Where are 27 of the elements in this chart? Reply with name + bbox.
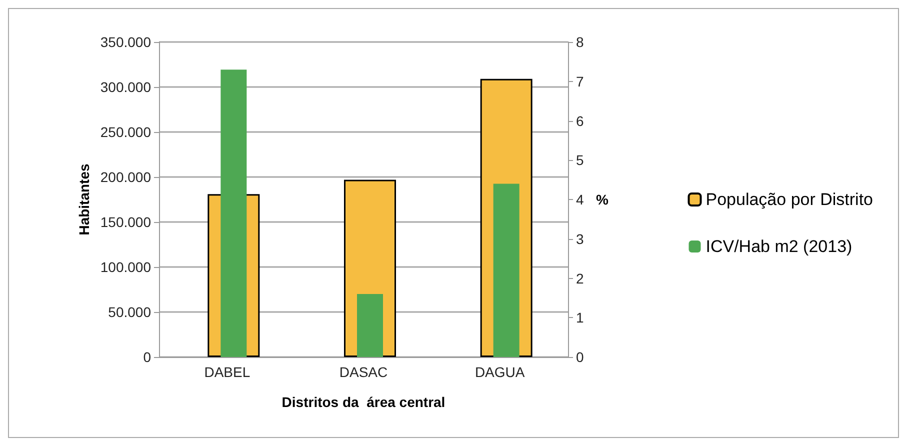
bar [357, 294, 383, 357]
y-tick-label: 350.000 [100, 34, 152, 50]
y-tick-label: 0 [143, 349, 152, 365]
y2-tick-label: 1 [576, 310, 584, 326]
x-tick-label: DABEL [204, 364, 250, 380]
y-tick-label: 150.000 [100, 214, 152, 230]
x-tick-label: DAGUA [474, 364, 526, 380]
x-axis-title: Distritos da área central [282, 394, 446, 410]
y2-tick-label: 2 [576, 270, 584, 286]
bar [493, 184, 520, 357]
y2-tick-label: 6 [576, 112, 584, 129]
y-tick-label: 300.000 [100, 79, 152, 95]
y-tick-label: 250.000 [100, 124, 152, 140]
legend-label: ICV/Hab m2 (2013) [706, 237, 852, 256]
y2-tick-label: 7 [576, 73, 584, 90]
y-tick-label: 50.000 [108, 304, 152, 320]
y-tick-label: 100.000 [100, 259, 152, 275]
x-tick-label: DASAC [339, 364, 388, 380]
y2-tick-label: 4 [576, 192, 584, 208]
legend-label: População por Distrito [706, 190, 874, 209]
y-axis-title: Habitantes [76, 164, 92, 236]
y-tick-label: 200.000 [100, 169, 152, 185]
y2-tick-label: 8 [576, 34, 584, 50]
y2-tick-label: 5 [576, 152, 584, 168]
y2-tick-label: 0 [576, 349, 584, 365]
y2-tick-label: 3 [576, 230, 584, 247]
y2-axis-title: % [596, 192, 609, 208]
